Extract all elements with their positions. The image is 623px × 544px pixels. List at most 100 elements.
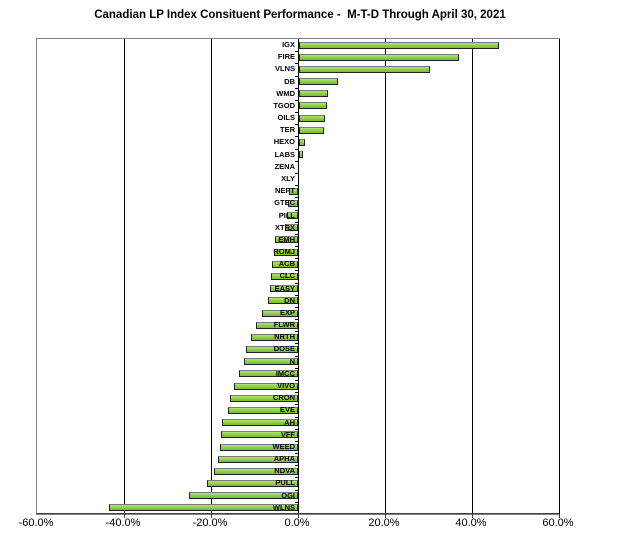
category-axis-tick [295, 295, 298, 296]
category-label-NEPT: NEPT [274, 186, 295, 195]
category-axis-tick [295, 465, 298, 466]
category-label-APHA: APHA [273, 454, 295, 463]
bar-EVE [228, 407, 298, 414]
x-tick-label--40.0%: -40.0% [105, 517, 141, 529]
bar-PULL [207, 480, 298, 487]
bar-ACB [272, 261, 298, 268]
x-tick-label-40.0%: 40.0% [455, 517, 487, 529]
category-label-EVE: EVE [279, 405, 295, 414]
bar-FLWR [256, 322, 298, 329]
bar-TER [299, 127, 324, 134]
bar-OILS [299, 115, 325, 122]
category-axis-tick [295, 88, 298, 89]
x-tick-label--60.0%: -60.0% [18, 517, 54, 529]
x-axis-tick [472, 514, 473, 518]
bar-NEPT [289, 188, 298, 195]
category-label-LABS: LABS [274, 150, 295, 159]
category-label-VFF: VFF [280, 430, 295, 439]
category-axis-tick [295, 502, 298, 503]
category-axis-tick [295, 100, 298, 101]
category-axis-tick [295, 307, 298, 308]
category-axis-tick [295, 270, 298, 271]
category-label-EMH: EMH [278, 235, 295, 244]
bar-GTEC [288, 200, 298, 207]
gridline--40 [124, 39, 125, 514]
bar-VIVO [234, 383, 298, 390]
bar-EMH [275, 236, 298, 243]
x-tick-label-0.0%: 0.0% [284, 517, 310, 529]
category-axis-tick [295, 222, 298, 223]
category-axis-tick [295, 51, 298, 52]
category-axis-tick [295, 149, 298, 150]
x-axis-tick [298, 514, 299, 518]
category-axis-tick [295, 246, 298, 247]
category-axis-tick [295, 477, 298, 478]
category-label-N: N [289, 357, 295, 366]
x-axis-labels: -60.0% -40.0% -20.0% 0.0% 20.0% 40.0% 60.0% [19, 517, 574, 533]
bar-VFF [221, 431, 298, 438]
category-label-EASY: EASY [274, 284, 295, 293]
category-label-XLY: XLY [281, 174, 295, 183]
bar-CRON [230, 395, 298, 402]
category-label-NRTH: NRTH [274, 332, 295, 341]
bar-APHA [218, 456, 298, 463]
bar-NDVA [214, 468, 298, 475]
category-axis-tick [295, 429, 298, 430]
category-label-IGX: IGX [282, 40, 295, 49]
category-axis-tick [295, 404, 298, 405]
x-axis-line [37, 513, 559, 514]
category-label-PULL: PULL [275, 478, 295, 487]
category-label-CLC: CLC [279, 271, 295, 280]
category-label-NDVA: NDVA [274, 466, 295, 475]
bar-IMCC [239, 370, 298, 377]
category-axis-tick [295, 441, 298, 442]
x-axis-tick [385, 514, 386, 518]
category-axis-tick [295, 490, 298, 491]
bar-TGOD [299, 102, 327, 109]
bar-DOSE [246, 346, 298, 353]
category-label-DN: DN [284, 296, 295, 305]
bar-DN [268, 297, 298, 304]
gridline-60 [559, 39, 560, 514]
bar-LABS [299, 151, 303, 158]
category-label-XTRX: XTRX [274, 223, 295, 232]
category-label-OGI: OGI [281, 491, 295, 500]
category-axis-tick [295, 331, 298, 332]
category-axis-tick [295, 63, 298, 64]
plot-area: IGX FIRE VLNS DB WMD TGOD OILS TER HEXO LABS ZENA X… [36, 38, 560, 518]
bar-HEXO [299, 139, 305, 146]
category-label-TER: TER [280, 125, 295, 134]
bar-AH [222, 419, 298, 426]
x-axis-tick [559, 514, 560, 518]
x-axis-tick [211, 514, 212, 518]
category-axis-tick [295, 112, 298, 113]
bar-PILL [287, 212, 298, 219]
category-axis-tick [295, 197, 298, 198]
bar-XTRX [285, 224, 298, 231]
category-label-DB: DB [284, 77, 295, 86]
bar-EASY [270, 285, 298, 292]
zero-axis [298, 39, 299, 514]
category-axis-tick [295, 343, 298, 344]
bar-OGI [189, 492, 298, 499]
category-label-VLNS: VLNS [274, 64, 295, 73]
category-label-ACB: ACB [278, 259, 295, 268]
bar-ROMJ [274, 249, 298, 256]
category-label-ZENA: ZENA [274, 162, 295, 171]
category-axis-tick [295, 234, 298, 235]
bar-WEED [220, 444, 298, 451]
gridline-20 [385, 39, 386, 514]
chart-title: Canadian LP Index Consituent Performance… [94, 9, 506, 21]
category-label-WMD: WMD [276, 89, 295, 98]
category-axis-tick [295, 210, 298, 211]
category-label-TGOD: TGOD [273, 101, 295, 110]
bar-EXP [262, 310, 298, 317]
category-axis-tick [295, 356, 298, 357]
category-axis-tick [295, 417, 298, 418]
bar-VLNS [299, 66, 430, 73]
bar-NRTH [251, 334, 298, 341]
category-label-VIVO: VIVO [277, 381, 295, 390]
category-axis-tick [295, 319, 298, 320]
category-label-OILS: OILS [277, 113, 295, 122]
